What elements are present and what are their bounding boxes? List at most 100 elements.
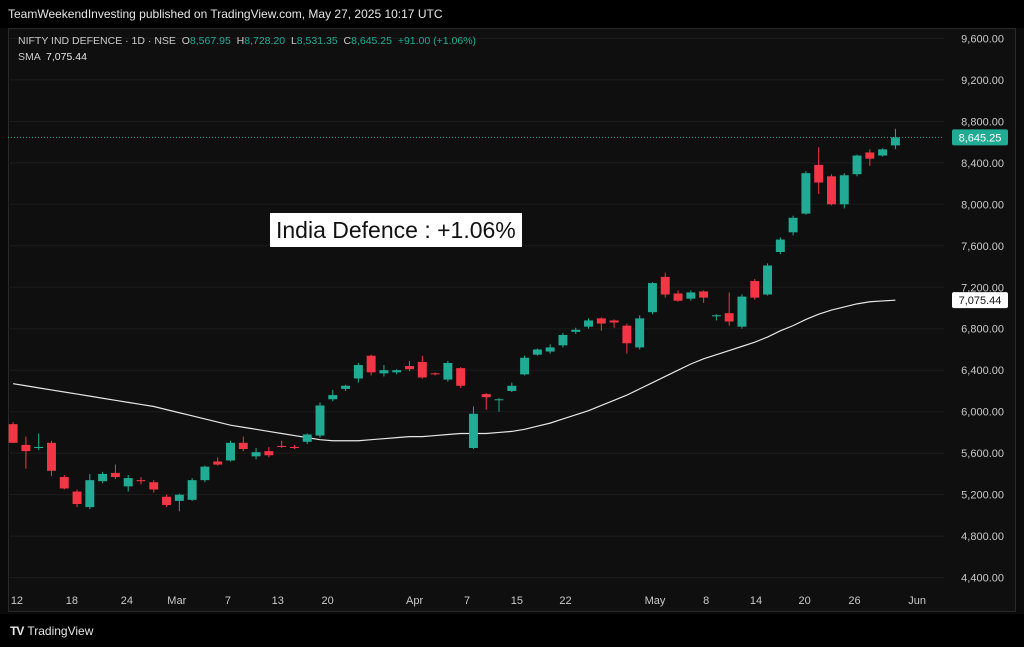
candle-body (8, 424, 18, 443)
footer-bar (0, 614, 1024, 647)
x-tick-label: 26 (848, 595, 860, 607)
candle-body (865, 152, 875, 159)
x-tick-label: Mar (167, 595, 186, 607)
candle-body (47, 442, 56, 471)
candle-body (123, 478, 133, 487)
x-tick-label: 13 (272, 595, 284, 607)
candle-body (187, 480, 197, 500)
candle-body (584, 320, 593, 327)
candle-body (392, 370, 402, 373)
candle-body (711, 315, 721, 317)
candle-body (405, 366, 414, 370)
brand-text: TradingView (27, 624, 94, 638)
candle-body (520, 357, 530, 375)
y-tick-label: 6,000.00 (961, 407, 1004, 419)
candle-body (379, 370, 389, 374)
candle-body (481, 394, 491, 398)
candle-body (827, 176, 836, 205)
candle-body (699, 291, 709, 298)
candle-body (571, 329, 581, 332)
x-tick-label: May (645, 595, 666, 607)
candle-body (878, 149, 888, 156)
sma-label[interactable]: SMA (18, 51, 41, 63)
candle-body (110, 472, 120, 478)
candle-body (430, 373, 440, 375)
open-value: 8,567.95 (189, 35, 231, 47)
candle-body (609, 320, 619, 323)
y-tick-label: 9,200.00 (961, 75, 1004, 87)
candle-body (315, 405, 325, 436)
candle-body (596, 318, 606, 324)
candle-body (724, 313, 734, 322)
candle-body (468, 413, 478, 448)
y-tick-label: 7,600.00 (961, 241, 1004, 253)
candle-body (98, 473, 108, 482)
x-tick-label: 7 (464, 595, 470, 607)
sma-price-tag: 7,075.44 (959, 295, 1002, 307)
candle-body (660, 276, 670, 295)
sma-line (13, 299, 896, 442)
candle-body (289, 446, 299, 448)
candle-body (763, 265, 773, 295)
candle-body (635, 318, 645, 348)
symbol-label[interactable]: NIFTY IND DEFENCE · 1D · NSE (18, 35, 176, 47)
candle-body (302, 434, 312, 442)
y-tick-label: 9,600.00 (961, 33, 1004, 45)
y-tick-label: 6,800.00 (961, 324, 1004, 336)
last-price-tag-bg (952, 129, 1008, 146)
candle-body (494, 399, 504, 401)
candle-body (353, 365, 363, 379)
candle-body (162, 496, 172, 506)
candle-body (775, 239, 785, 252)
candle-body (673, 293, 683, 301)
x-tick-label: Jun (908, 595, 926, 607)
candle-body (839, 175, 849, 205)
x-tick-label: 14 (750, 595, 762, 607)
y-tick-label: 6,400.00 (961, 365, 1004, 377)
x-tick-label: 20 (322, 595, 334, 607)
candle-body (456, 368, 466, 386)
x-tick-label: 15 (511, 595, 523, 607)
candle-body (622, 325, 632, 344)
y-tick-label: 4,800.00 (961, 531, 1004, 543)
candle-body (647, 283, 657, 313)
high-value: 8,728.20 (244, 35, 286, 47)
x-tick-label: 24 (121, 595, 133, 607)
legend: NIFTY IND DEFENCE · 1D · NSE O8,567.95 H… (18, 33, 476, 65)
publish-line: TeamWeekendInvesting published on Tradin… (8, 7, 443, 21)
candle-body (366, 355, 376, 373)
candle-body (443, 362, 453, 380)
candle-body (558, 334, 568, 346)
candle-body (852, 155, 862, 175)
candle-body (686, 292, 696, 299)
x-tick-label: 18 (66, 595, 78, 607)
y-tick-label: 8,000.00 (961, 199, 1004, 211)
candle-body (85, 480, 95, 508)
low-value: 8,531.35 (296, 35, 338, 47)
candle-body (136, 480, 146, 482)
y-tick-label: 8,400.00 (961, 158, 1004, 170)
y-tick-label: 7,200.00 (961, 282, 1004, 294)
candle-body (213, 461, 223, 465)
tradingview-brand[interactable]: TV TradingView (10, 624, 93, 638)
x-tick-label: 20 (798, 595, 810, 607)
candle-body (890, 137, 900, 146)
candle-body (801, 173, 811, 214)
candle-body (72, 491, 82, 504)
x-tick-label: Apr (406, 595, 423, 607)
candle-body (251, 452, 261, 457)
candle-body (788, 217, 798, 233)
candle-body (34, 446, 44, 448)
candle-body (226, 442, 235, 461)
sma-price-tag-bg (952, 292, 1008, 309)
candle-body (341, 385, 351, 389)
chart-panel (8, 28, 1016, 612)
change-value: +91.00 (+1.06%) (397, 35, 477, 47)
y-tick-label: 5,600.00 (961, 448, 1004, 460)
candle-body (814, 164, 824, 183)
candle-body (59, 477, 69, 489)
candle-body (545, 347, 555, 352)
y-tick-label: 8,800.00 (961, 116, 1004, 128)
candle-body (200, 466, 210, 481)
